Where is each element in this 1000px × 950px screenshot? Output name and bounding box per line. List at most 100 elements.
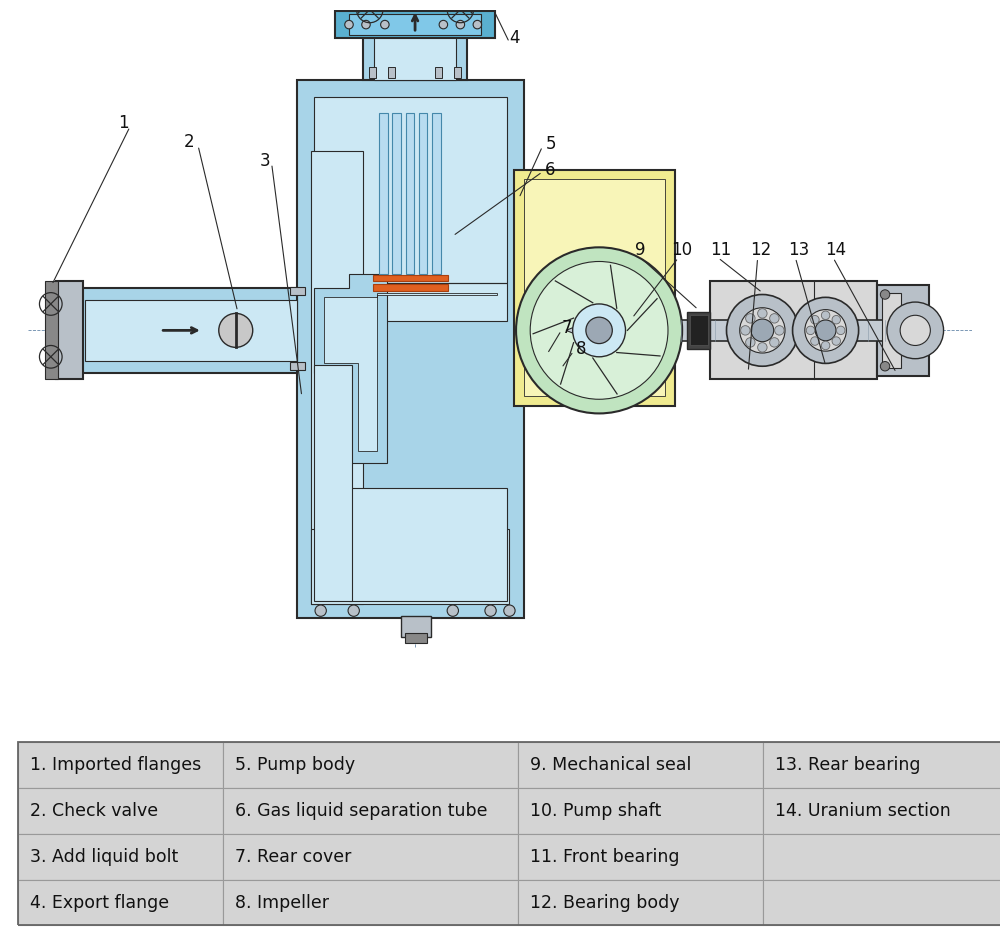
Text: 6: 6 — [545, 161, 556, 179]
Polygon shape — [314, 274, 507, 463]
Circle shape — [741, 326, 750, 335]
Bar — [18, 880, 223, 925]
Circle shape — [473, 20, 482, 28]
Text: 9: 9 — [635, 241, 645, 259]
Bar — [18, 834, 223, 880]
Circle shape — [573, 304, 626, 357]
Text: 11. Front bearing: 11. Front bearing — [530, 847, 680, 865]
Bar — [373, 275, 448, 281]
Text: 5: 5 — [545, 135, 556, 153]
Bar — [311, 528, 509, 604]
Circle shape — [806, 326, 815, 334]
Bar — [379, 113, 388, 274]
Bar — [435, 67, 442, 79]
Bar — [45, 281, 58, 379]
Text: 13. Rear bearing: 13. Rear bearing — [775, 756, 920, 774]
Text: 12. Bearing body: 12. Bearing body — [530, 894, 680, 912]
Text: 9. Mechanical seal: 9. Mechanical seal — [530, 756, 691, 774]
Bar — [374, 28, 456, 81]
Bar — [349, 488, 507, 601]
Bar — [369, 67, 376, 79]
Circle shape — [887, 302, 944, 359]
Circle shape — [219, 314, 253, 348]
Text: 12: 12 — [750, 241, 771, 259]
Circle shape — [770, 337, 779, 347]
Text: 4: 4 — [509, 28, 520, 47]
Text: 1: 1 — [118, 114, 128, 132]
Bar — [518, 742, 763, 788]
Circle shape — [740, 308, 785, 353]
Bar — [56, 281, 83, 379]
Circle shape — [775, 326, 784, 335]
Bar — [514, 170, 675, 406]
Bar — [690, 315, 708, 346]
Text: 7: 7 — [561, 319, 572, 337]
Text: 7. Rear cover: 7. Rear cover — [235, 847, 351, 865]
Text: 1. Imported flanges: 1. Imported flanges — [30, 756, 201, 774]
Bar — [223, 880, 518, 925]
Text: 13: 13 — [788, 241, 809, 259]
Bar — [585, 320, 925, 341]
Circle shape — [381, 20, 389, 28]
Bar — [710, 281, 878, 379]
Circle shape — [805, 310, 846, 352]
Bar — [687, 312, 710, 350]
Bar — [223, 742, 518, 788]
Polygon shape — [324, 293, 497, 451]
Bar — [392, 113, 401, 274]
Circle shape — [811, 315, 819, 324]
Bar — [882, 293, 901, 369]
Bar — [18, 742, 223, 788]
Bar — [314, 366, 352, 601]
Circle shape — [832, 315, 841, 324]
Circle shape — [793, 297, 859, 364]
Bar — [80, 288, 297, 372]
Bar — [454, 67, 461, 79]
Circle shape — [880, 290, 890, 299]
Text: 14. Uranium section: 14. Uranium section — [775, 802, 951, 820]
Bar — [763, 742, 1000, 788]
Bar — [763, 880, 1000, 925]
Bar — [314, 97, 507, 321]
Circle shape — [348, 605, 359, 617]
Circle shape — [746, 314, 755, 323]
Bar — [335, 11, 495, 38]
Circle shape — [821, 341, 830, 350]
Text: 8. Impeller: 8. Impeller — [235, 894, 329, 912]
Bar — [297, 81, 524, 618]
Bar — [432, 113, 441, 274]
Text: 10: 10 — [671, 241, 692, 259]
Circle shape — [880, 362, 890, 370]
Text: 5. Pump body: 5. Pump body — [235, 756, 355, 774]
Circle shape — [504, 605, 515, 617]
Circle shape — [516, 247, 682, 413]
Circle shape — [586, 317, 612, 344]
Polygon shape — [566, 323, 585, 338]
Bar — [349, 14, 481, 35]
Circle shape — [485, 605, 496, 617]
Circle shape — [751, 319, 774, 342]
Text: 14: 14 — [826, 241, 847, 259]
Bar — [406, 113, 414, 274]
Circle shape — [456, 20, 465, 28]
Bar — [518, 788, 763, 834]
Bar — [388, 67, 395, 79]
Text: 11: 11 — [710, 241, 732, 259]
Bar — [85, 300, 297, 361]
Bar — [18, 788, 223, 834]
Circle shape — [832, 337, 841, 345]
Bar — [290, 287, 305, 294]
Circle shape — [726, 294, 798, 367]
Circle shape — [746, 337, 755, 347]
Text: 6. Gas liquid separation tube: 6. Gas liquid separation tube — [235, 802, 488, 820]
Circle shape — [770, 314, 779, 323]
Circle shape — [815, 320, 836, 341]
Bar — [419, 113, 427, 274]
Circle shape — [758, 343, 767, 352]
Circle shape — [315, 605, 326, 617]
Circle shape — [530, 261, 668, 399]
Bar — [878, 285, 929, 375]
Text: 8: 8 — [576, 340, 586, 358]
Bar — [18, 742, 1000, 925]
Circle shape — [447, 605, 458, 617]
